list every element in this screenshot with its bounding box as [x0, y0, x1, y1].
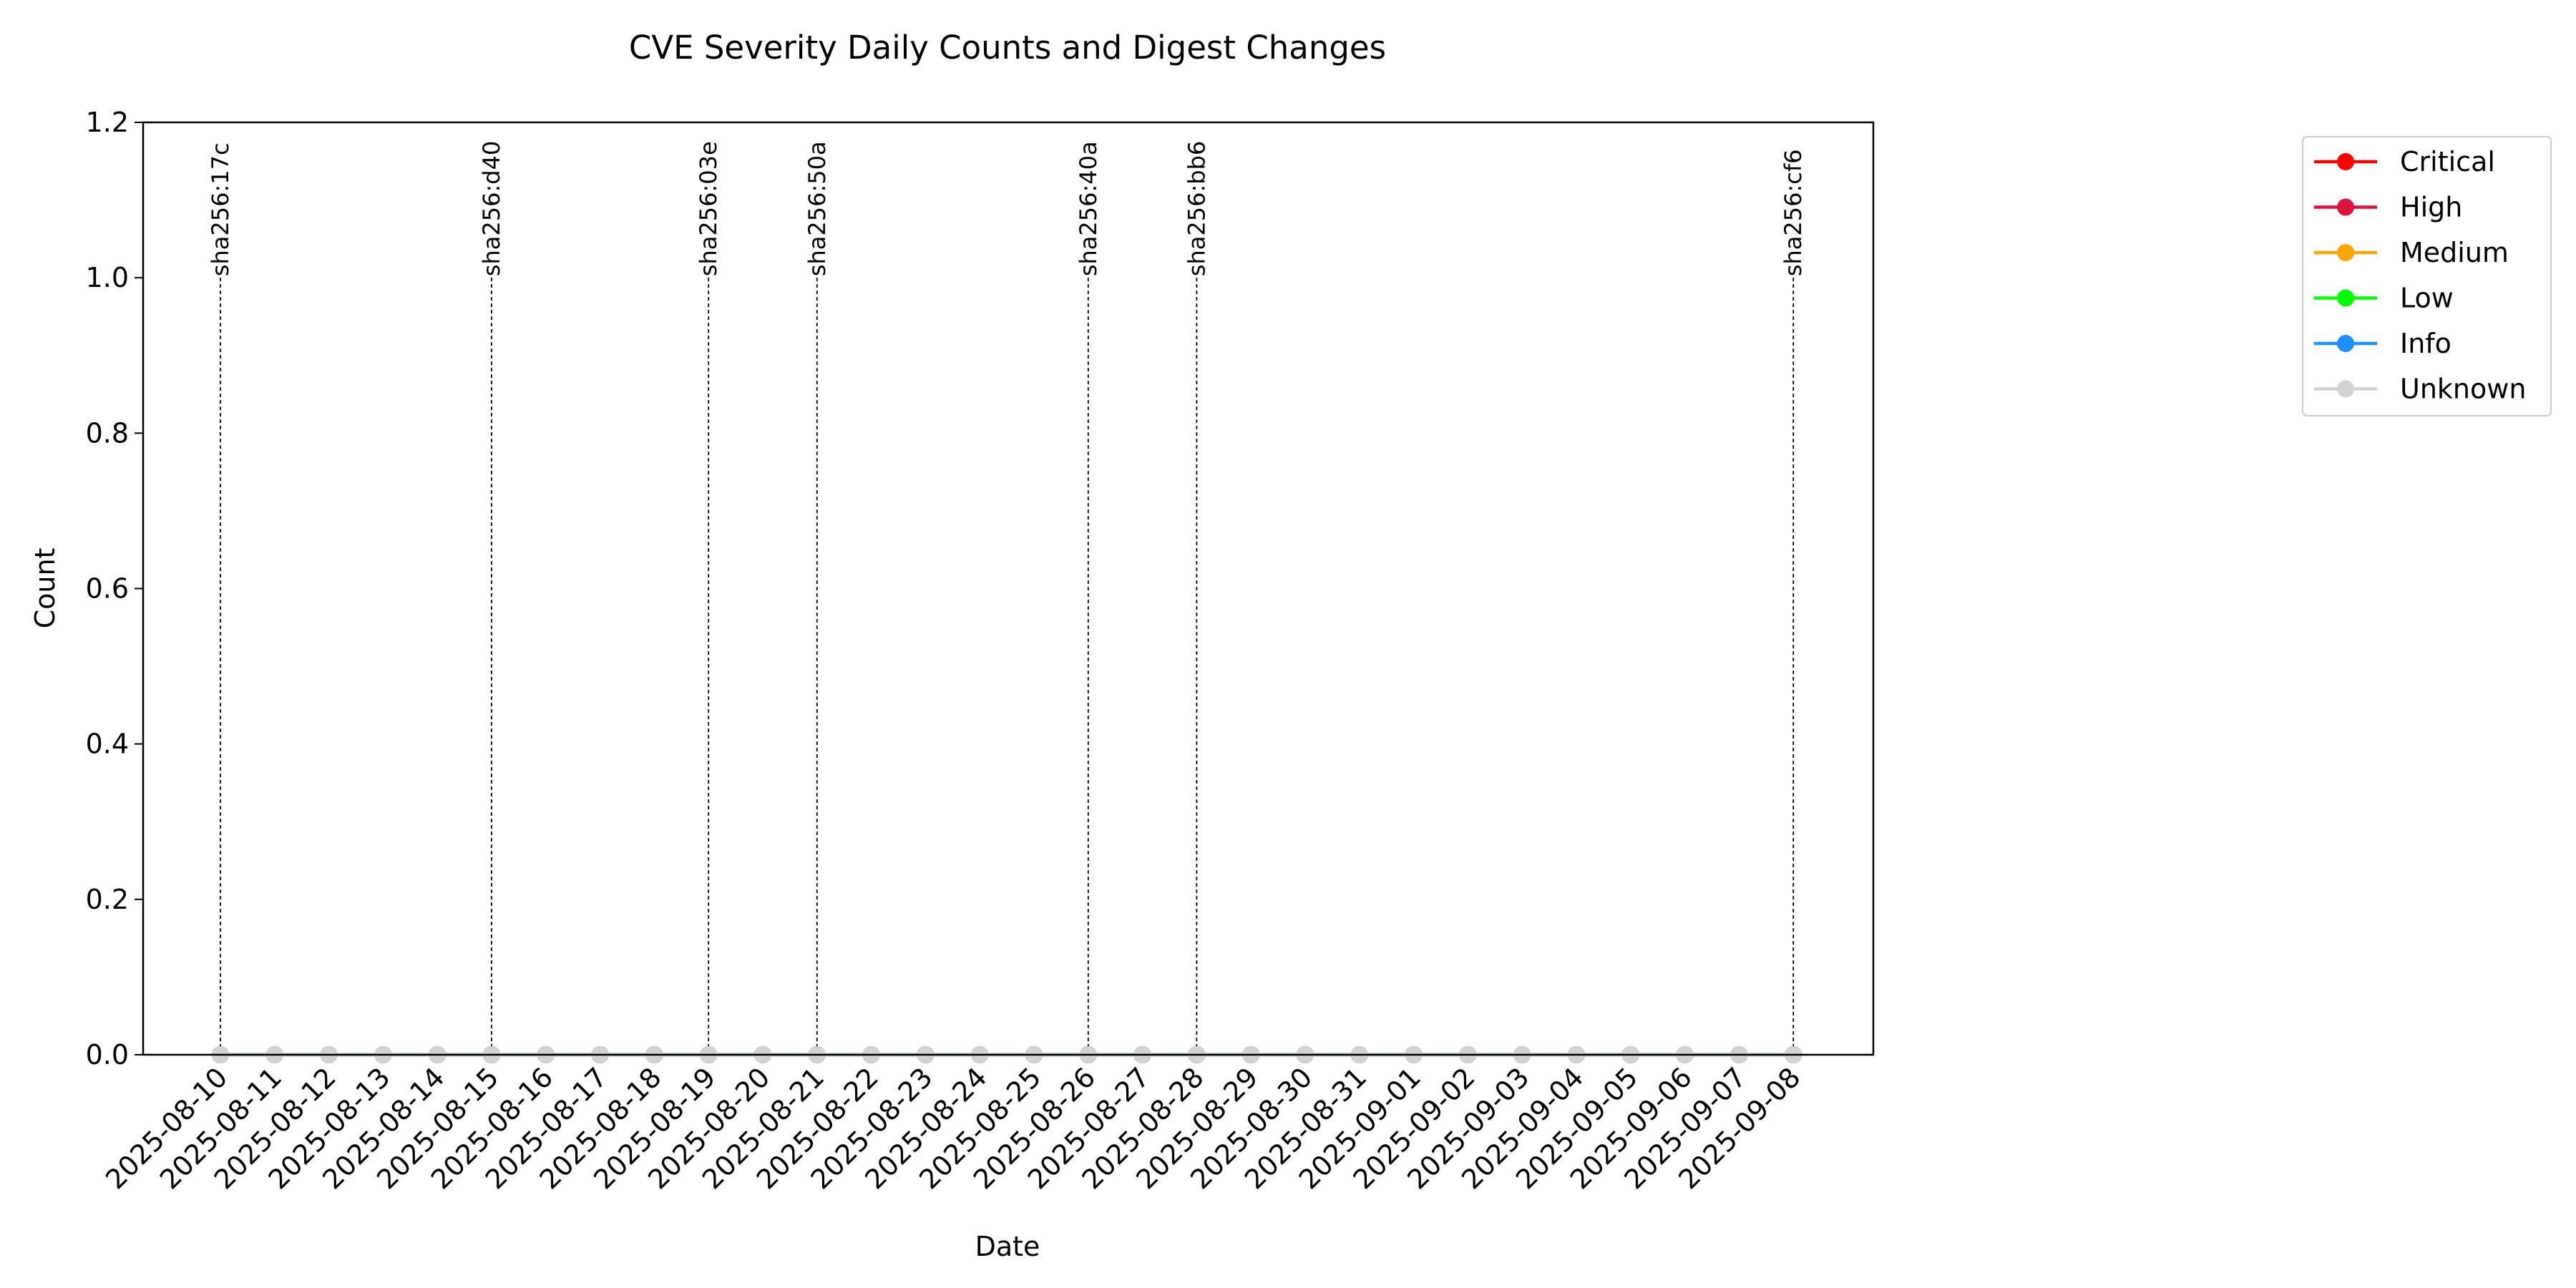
legend-marker-high — [2337, 198, 2354, 216]
digest-change-label: sha256:bb6 — [1183, 141, 1210, 276]
digest-change-label: sha256:cf6 — [1780, 150, 1807, 277]
legend-label-high: High — [2400, 192, 2462, 223]
legend-marker-low — [2337, 289, 2354, 307]
digest-change-label: sha256:50a — [804, 141, 831, 276]
legend-marker-medium — [2337, 244, 2354, 261]
y-tick-label: 0.2 — [86, 884, 129, 915]
legend-label-low: Low — [2400, 283, 2454, 314]
y-tick-label: 0.6 — [86, 573, 129, 605]
legend: Critical High Medium Low Info Unknown — [2302, 136, 2552, 416]
legend-label-info: Info — [2400, 328, 2451, 359]
legend-label-unknown: Unknown — [2400, 374, 2526, 405]
y-tick-label: 1.0 — [86, 262, 129, 293]
plot-area: 0.00.20.40.60.81.01.22025-08-102025-08-1… — [86, 107, 1807, 1196]
digest-change-label: sha256:17c — [207, 142, 234, 276]
plot-frame — [142, 121, 1875, 1056]
y-tick-label: 0.4 — [86, 728, 129, 760]
legend-marker-info — [2337, 335, 2354, 352]
digest-change-label: sha256:40a — [1075, 141, 1102, 276]
y-tick-label: 0.8 — [86, 417, 129, 449]
legend-label-medium: Medium — [2400, 237, 2509, 268]
digest-change-label: sha256:d40 — [478, 141, 505, 276]
y-axis-label: Count — [29, 548, 61, 629]
x-axis-label: Date — [975, 1231, 1040, 1262]
digest-change-label: sha256:03e — [695, 141, 722, 276]
legend-label-critical: Critical — [2400, 146, 2495, 177]
chart-title: CVE Severity Daily Counts and Digest Cha… — [629, 29, 1386, 67]
legend-marker-critical — [2337, 153, 2354, 170]
legend-marker-unknown — [2337, 380, 2354, 398]
y-tick-label: 1.2 — [86, 107, 129, 138]
y-tick-label: 0.0 — [86, 1039, 129, 1070]
